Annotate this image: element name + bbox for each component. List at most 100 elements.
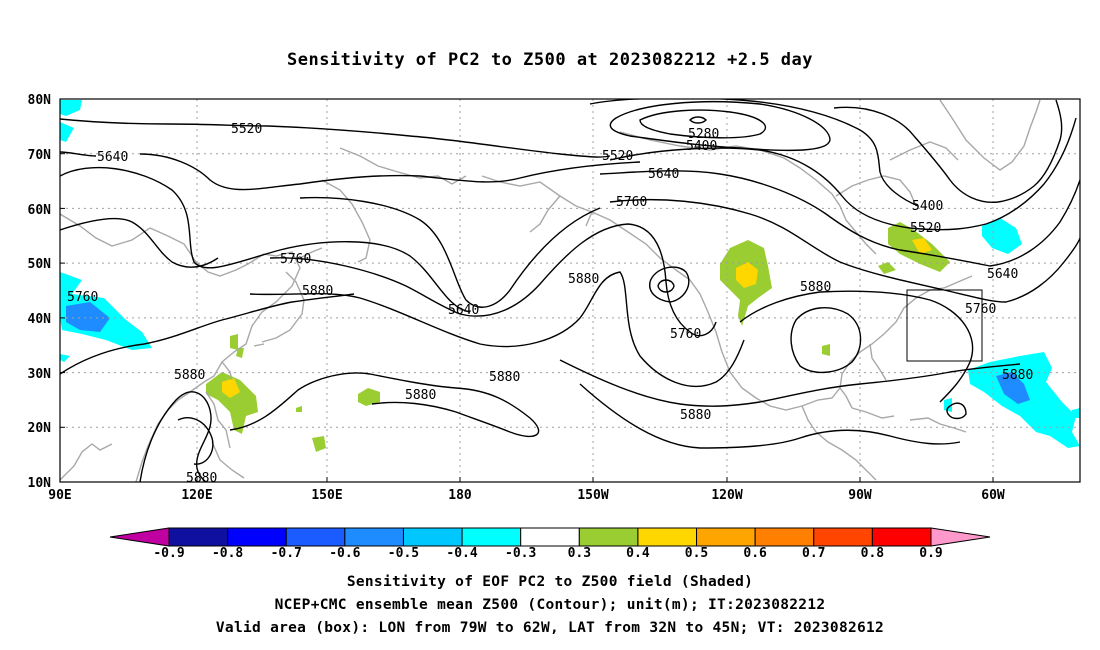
- shade-yellow-canada: [912, 238, 932, 254]
- colorbar-cell: [813, 527, 873, 547]
- lat-label: 30N: [28, 367, 52, 382]
- colorbar-label: -0.9: [153, 546, 184, 561]
- contour-label: 5760: [965, 302, 996, 317]
- colorbar-cell: [168, 527, 229, 547]
- contour-label: 5880: [489, 370, 520, 385]
- colorbar-label: 0.8: [861, 546, 885, 561]
- lon-label: 60W: [981, 488, 1005, 503]
- contour-label: 5760: [67, 290, 98, 305]
- colorbar-cell: [344, 527, 404, 547]
- coast-alaska: [481, 175, 973, 411]
- colorbar: -0.9 -0.8 -0.7 -0.6 -0.5 -0.4 -0.3 0.3 0.4 0.5 0.6…: [109, 527, 991, 561]
- colorbar-cell: [696, 527, 756, 547]
- contour-5520-north: [589, 99, 919, 207]
- colorbar-label: -0.6: [329, 546, 360, 561]
- contour-label: 5880: [800, 280, 831, 295]
- contour-5760-east: [609, 198, 1080, 303]
- coast-kamchatka: [321, 147, 467, 263]
- coast-central-america: [801, 405, 967, 481]
- valid-area-box: [906, 289, 983, 362]
- lat-label: 70N: [28, 148, 52, 163]
- colorbar-label: 0.9: [919, 546, 942, 561]
- contour-5400-east: [833, 99, 1063, 203]
- colorbar-label: 0.5: [685, 546, 708, 561]
- shade-cyan-atlantic: [944, 352, 1080, 448]
- contour-label: 5880: [1002, 368, 1033, 383]
- contour-5880-trough: [249, 271, 745, 387]
- coastlines: [60, 99, 1041, 482]
- caption-line-1: Sensitivity of EOF PC2 to Z500 field (Sh…: [346, 574, 754, 590]
- graticule: [60, 99, 1080, 482]
- contour-label: 5280: [688, 127, 719, 142]
- colorbar-cell: [578, 527, 639, 547]
- contour-5760-tiny: [657, 279, 675, 293]
- lon-label: 120E: [181, 488, 212, 503]
- contour-label: 5400: [912, 199, 943, 214]
- contour-5880-subtrop: [229, 372, 540, 438]
- colorbar-cell: [520, 527, 580, 547]
- coast-philippines: [205, 391, 245, 479]
- shade-yellow-philippine: [222, 378, 240, 398]
- colorbar-label: 0.4: [626, 546, 650, 561]
- contour-label: 5520: [910, 221, 941, 236]
- contour-5880-west: [60, 293, 355, 375]
- contour-5640-east: [599, 170, 1080, 267]
- axis-ticks: [59, 153, 994, 482]
- lat-label: 40N: [28, 312, 52, 327]
- colorbar-cell: [402, 527, 463, 547]
- colorbar-cell: [871, 527, 932, 547]
- contour-5760-west: [60, 166, 471, 313]
- contour-label: 5880: [302, 284, 333, 299]
- caption-line-3: Valid area (box): LON from 79W to 62W, L…: [215, 620, 885, 636]
- contour-label: 5880: [680, 408, 711, 423]
- contour-5760-trough: [269, 223, 717, 337]
- lon-label: 150W: [577, 488, 608, 503]
- contour-5760-closed-low: [649, 266, 690, 303]
- lat-label: 20N: [28, 421, 52, 436]
- lat-labels: 80N 70N 60N 50N 40N 30N 20N 10N: [28, 93, 52, 491]
- shade-blue-atlantic: [996, 372, 1030, 404]
- contour-label: 5760: [280, 252, 311, 267]
- colorbar-end-low: [109, 527, 170, 547]
- coast-arctic-canada: [619, 131, 959, 255]
- coast-gulf: [839, 343, 887, 409]
- contour-5880-closed-atl: [790, 307, 862, 373]
- contour-label: 5640: [987, 267, 1018, 282]
- colorbar-cell: [461, 527, 522, 547]
- shade-blue-west: [66, 302, 110, 332]
- lon-labels: 90E 120E 150E 180 150W 120W 90W 60W: [48, 488, 1005, 503]
- coast-greenland: [939, 99, 1041, 171]
- lat-label: 80N: [28, 93, 52, 108]
- shade-green-canada: [822, 222, 950, 356]
- caption-line-2: NCEP+CMC ensemble mean Z500 (Contour); u…: [274, 597, 826, 613]
- map-title: Sensitivity of PC2 to Z500 at 2023082212…: [286, 50, 813, 70]
- contour-label: 5760: [616, 195, 647, 210]
- contour-labels: 5520 5640 5280 5400 5520 5640 5760 5400 …: [67, 122, 1033, 486]
- z500-contours: [60, 99, 1080, 482]
- contour-5880-east: [559, 359, 1021, 407]
- colorbar-cell: [285, 527, 346, 547]
- shade-cyan-labrador: [982, 218, 1022, 254]
- colorbar-cell: [754, 527, 815, 547]
- colorbar-label: -0.3: [505, 546, 536, 561]
- colorbar-label: 0.3: [568, 546, 591, 561]
- colorbar-label: -0.4: [446, 546, 477, 561]
- lat-label: 10N: [28, 476, 52, 491]
- colorbar-cell: [227, 527, 287, 547]
- contour-label: 5640: [448, 303, 479, 318]
- colorbar-label: -0.8: [212, 546, 243, 561]
- lat-label: 60N: [28, 203, 52, 218]
- contour-5640-west: [60, 151, 641, 191]
- contour-label: 5760: [670, 327, 701, 342]
- contour-5880-na: [739, 290, 974, 403]
- contour-label: 5640: [97, 150, 128, 165]
- contour-5880-scs: [139, 391, 212, 482]
- lon-label: 180: [448, 488, 472, 503]
- lon-label: 120W: [711, 488, 742, 503]
- contour-label: 5400: [686, 139, 717, 154]
- contour-5640-trough: [299, 196, 601, 308]
- contour-5400-closed: [609, 101, 831, 152]
- contour-label: 5880: [174, 368, 205, 383]
- shade-yellow-northamerica: [736, 262, 758, 288]
